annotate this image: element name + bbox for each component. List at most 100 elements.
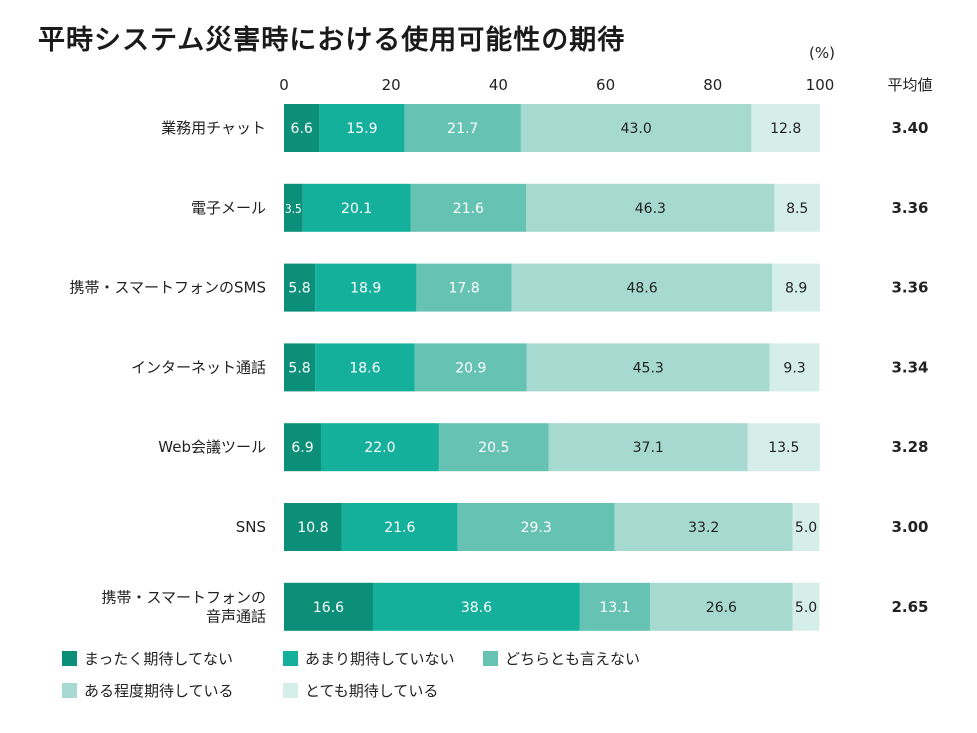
data-label: 16.6 bbox=[313, 600, 344, 616]
bar-segment bbox=[284, 423, 321, 472]
x-tick-label: 100 bbox=[806, 76, 835, 94]
bar-segment bbox=[284, 582, 373, 631]
bar-segment bbox=[792, 503, 820, 551]
average-value: 3.34 bbox=[891, 358, 928, 376]
bar-segment bbox=[774, 183, 820, 232]
average-header: 平均値 bbox=[887, 76, 932, 94]
data-label: 33.2 bbox=[688, 520, 719, 536]
data-label: 21.6 bbox=[384, 520, 415, 536]
data-label: 46.3 bbox=[635, 201, 666, 217]
bar-segment bbox=[320, 423, 439, 472]
data-label: 20.5 bbox=[478, 440, 509, 456]
legend-swatch bbox=[483, 651, 498, 666]
data-label: 38.6 bbox=[461, 600, 492, 616]
legend-item: とても期待している bbox=[283, 680, 438, 701]
data-label: 5.0 bbox=[795, 520, 817, 536]
bar-segment bbox=[511, 263, 773, 312]
legend-swatch bbox=[283, 683, 298, 698]
data-label: 9.3 bbox=[783, 360, 805, 376]
bar-segment bbox=[650, 582, 793, 631]
bar-segment bbox=[284, 263, 316, 312]
data-label: 15.9 bbox=[346, 121, 377, 137]
x-tick-label: 20 bbox=[382, 76, 401, 94]
bar-segment bbox=[284, 183, 303, 232]
data-label: 26.6 bbox=[706, 600, 737, 616]
bar-segment bbox=[319, 104, 405, 152]
bars-group: 6.6 15.9 21.7 43.0 12.8 3.5 20.1 21.6 46.3 8.5 5.8… bbox=[284, 104, 820, 631]
data-label: 12.8 bbox=[770, 121, 801, 137]
bar-segment bbox=[747, 423, 820, 472]
data-label: 8.5 bbox=[786, 201, 808, 217]
data-label: 20.9 bbox=[455, 360, 486, 376]
bar-segment bbox=[526, 183, 775, 232]
chart-title: 平時システム災害時における使用可能性の期待 bbox=[38, 25, 626, 56]
data-label: 43.0 bbox=[621, 121, 652, 137]
category-label: 業務用チャット bbox=[161, 119, 266, 137]
data-label: 5.8 bbox=[288, 360, 310, 376]
bar-segment bbox=[284, 104, 320, 152]
bar-segment bbox=[769, 343, 820, 392]
data-label: 13.1 bbox=[599, 600, 630, 616]
category-label: 音声通話 bbox=[206, 607, 266, 625]
data-label: 8.9 bbox=[785, 281, 807, 297]
bar-segment bbox=[772, 263, 820, 312]
bar-segment bbox=[548, 423, 748, 472]
bar-segment bbox=[438, 423, 549, 472]
bar-segment bbox=[579, 582, 651, 631]
data-label: 29.3 bbox=[521, 520, 552, 536]
x-tick-label: 60 bbox=[596, 76, 615, 94]
data-label: 10.8 bbox=[297, 520, 328, 536]
legend-label: あまり期待していない bbox=[305, 650, 455, 668]
unit-label: (%) bbox=[809, 44, 835, 62]
average-value: 3.36 bbox=[891, 279, 928, 297]
bar-segment bbox=[315, 343, 415, 392]
data-label: 20.1 bbox=[341, 201, 372, 217]
data-label: 17.8 bbox=[449, 281, 480, 297]
bar-segment bbox=[614, 503, 793, 551]
category-label: 携帯・スマートフォンのSMS bbox=[69, 279, 266, 297]
category-label: SNS bbox=[236, 518, 266, 536]
legend-swatch bbox=[62, 683, 77, 698]
bar-segment bbox=[404, 104, 521, 152]
bar-segment bbox=[416, 263, 512, 312]
x-tick-label: 0 bbox=[279, 76, 289, 94]
bar-segment bbox=[792, 582, 820, 631]
x-tick-label: 40 bbox=[489, 76, 508, 94]
legend-item: どちらとも言えない bbox=[483, 648, 640, 669]
bar-segment bbox=[302, 183, 411, 232]
average-value: 3.00 bbox=[891, 518, 928, 536]
data-label: 22.0 bbox=[364, 440, 395, 456]
bar-segment bbox=[526, 343, 770, 392]
bar-segment bbox=[372, 582, 580, 631]
legend-label: とても期待している bbox=[305, 682, 439, 700]
category-label: 電子メール bbox=[191, 199, 266, 217]
legend-label: ある程度期待している bbox=[84, 682, 234, 700]
legend-label: どちらとも言えない bbox=[505, 650, 641, 668]
data-label: 21.6 bbox=[453, 201, 484, 217]
data-label: 5.0 bbox=[795, 600, 817, 616]
legend-swatch bbox=[283, 651, 298, 666]
average-values: 3.40 3.36 3.36 3.34 3.28 3.00 2.65 bbox=[891, 119, 928, 616]
bar-segment bbox=[414, 343, 527, 392]
data-label: 37.1 bbox=[633, 440, 664, 456]
category-label: インターネット通話 bbox=[131, 358, 266, 376]
average-value: 2.65 bbox=[891, 598, 928, 616]
data-label: 18.6 bbox=[349, 360, 380, 376]
legend-label: まったく期待してない bbox=[84, 650, 233, 668]
legend-swatch bbox=[62, 651, 77, 666]
bar-segment bbox=[284, 343, 316, 392]
data-label: 6.9 bbox=[291, 440, 313, 456]
bar-segment bbox=[520, 104, 752, 152]
legend-item: あまり期待していない bbox=[283, 648, 455, 669]
average-value: 3.36 bbox=[891, 199, 928, 217]
x-axis-ticks: 0 20 40 60 80 100 bbox=[279, 76, 834, 94]
legend-item: ある程度期待している bbox=[62, 680, 234, 701]
data-label: 5.8 bbox=[288, 281, 310, 297]
bar-segment bbox=[284, 503, 342, 551]
average-value: 3.28 bbox=[891, 438, 928, 456]
bar-segment bbox=[751, 104, 820, 152]
data-label: 45.3 bbox=[633, 360, 664, 376]
legend-item: まったく期待してない bbox=[62, 648, 233, 669]
